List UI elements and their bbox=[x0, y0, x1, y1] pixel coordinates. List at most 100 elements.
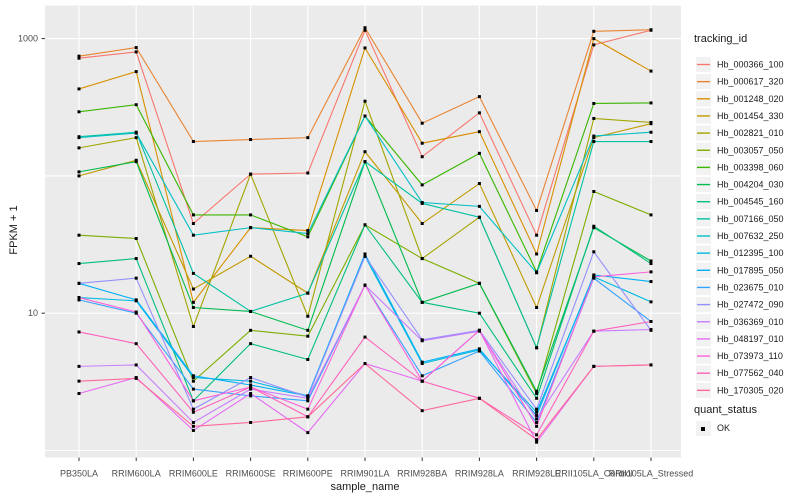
data-point bbox=[191, 213, 195, 217]
data-point bbox=[420, 141, 424, 145]
data-point bbox=[77, 379, 81, 383]
quant-status-ok-label: OK bbox=[717, 423, 731, 433]
data-point bbox=[477, 311, 481, 315]
data-point bbox=[191, 420, 195, 424]
data-point bbox=[420, 155, 424, 159]
x-axis-title: sample_name bbox=[330, 481, 400, 493]
quant-status-key bbox=[696, 421, 711, 436]
data-point bbox=[249, 309, 253, 313]
data-point bbox=[420, 222, 424, 226]
data-point bbox=[420, 374, 424, 378]
data-point bbox=[477, 349, 481, 353]
data-point bbox=[306, 171, 310, 175]
data-point bbox=[535, 440, 539, 444]
legend-label: Hb_012395_100 bbox=[717, 248, 784, 258]
data-point bbox=[191, 399, 195, 403]
data-point bbox=[420, 121, 424, 125]
data-point bbox=[77, 330, 81, 334]
data-point bbox=[535, 417, 539, 421]
data-point bbox=[649, 262, 653, 266]
data-point bbox=[535, 407, 539, 411]
x-tick-label: RRII105LA_Control bbox=[555, 469, 633, 479]
data-point bbox=[649, 120, 653, 124]
data-point bbox=[535, 392, 539, 396]
data-point bbox=[77, 56, 81, 60]
data-point bbox=[249, 254, 253, 258]
data-point bbox=[535, 306, 539, 310]
data-point bbox=[477, 396, 481, 400]
data-point bbox=[306, 232, 310, 236]
data-point bbox=[77, 170, 81, 174]
x-tick-label: RRIM600LA bbox=[112, 469, 161, 479]
data-point bbox=[363, 26, 367, 30]
data-point bbox=[592, 224, 596, 228]
data-point bbox=[191, 428, 195, 432]
data-point bbox=[249, 379, 253, 383]
data-point bbox=[420, 201, 424, 205]
data-point bbox=[306, 334, 310, 338]
data-point bbox=[191, 233, 195, 237]
data-point bbox=[306, 235, 310, 239]
data-point bbox=[134, 70, 138, 74]
data-point bbox=[249, 387, 253, 391]
legend-label: Hb_023675_010 bbox=[717, 282, 784, 292]
data-point bbox=[649, 140, 653, 144]
legend-label: Hb_077562_040 bbox=[717, 368, 784, 378]
data-point bbox=[363, 160, 367, 164]
data-point bbox=[649, 101, 653, 105]
data-point bbox=[592, 116, 596, 120]
data-point bbox=[477, 151, 481, 155]
data-point bbox=[249, 226, 253, 230]
data-point bbox=[191, 271, 195, 275]
data-point bbox=[77, 136, 81, 140]
legend-label: Hb_048197_010 bbox=[717, 334, 784, 344]
x-tick-label: PB350LA bbox=[60, 469, 98, 479]
data-point bbox=[420, 379, 424, 383]
data-point bbox=[535, 252, 539, 256]
legend-quant-status-title: quant_status bbox=[694, 404, 757, 416]
data-point bbox=[134, 236, 138, 240]
black-point-icon bbox=[701, 427, 705, 431]
data-point bbox=[134, 136, 138, 140]
data-point bbox=[649, 280, 653, 284]
data-point bbox=[306, 314, 310, 318]
data-point bbox=[191, 306, 195, 310]
data-point bbox=[592, 275, 596, 279]
data-point bbox=[249, 213, 253, 217]
x-tick-label: RRIM928LA bbox=[455, 469, 504, 479]
data-point bbox=[649, 28, 653, 32]
data-point bbox=[134, 342, 138, 346]
data-point bbox=[191, 325, 195, 329]
data-point bbox=[420, 409, 424, 413]
data-point bbox=[649, 130, 653, 134]
data-point bbox=[249, 328, 253, 332]
y-axis-title: FPKM + 1 bbox=[8, 205, 20, 255]
legend-label: Hb_000617_320 bbox=[717, 77, 784, 87]
data-point bbox=[535, 346, 539, 350]
data-point bbox=[249, 376, 253, 380]
x-tick-label: RRIM600SE bbox=[226, 469, 276, 479]
data-point bbox=[134, 363, 138, 367]
data-point bbox=[420, 257, 424, 261]
data-point bbox=[649, 363, 653, 367]
data-point bbox=[535, 389, 539, 393]
data-point bbox=[306, 358, 310, 362]
data-point bbox=[592, 43, 596, 47]
data-point bbox=[191, 424, 195, 428]
data-point bbox=[134, 160, 138, 164]
legend-label: Hb_017895_050 bbox=[717, 265, 784, 275]
data-point bbox=[592, 140, 596, 144]
plot-panel bbox=[45, 5, 681, 458]
data-point bbox=[535, 271, 539, 275]
data-point bbox=[477, 130, 481, 134]
data-point bbox=[363, 362, 367, 366]
legend-label: Hb_000366_100 bbox=[717, 60, 784, 70]
legend-label: Hb_036369_010 bbox=[717, 317, 784, 327]
data-point bbox=[77, 298, 81, 302]
data-point bbox=[477, 328, 481, 332]
data-point bbox=[191, 407, 195, 411]
data-point bbox=[592, 136, 596, 140]
data-point bbox=[363, 252, 367, 256]
data-point bbox=[535, 424, 539, 428]
